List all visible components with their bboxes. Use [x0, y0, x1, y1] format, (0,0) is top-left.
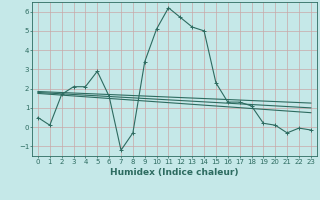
- X-axis label: Humidex (Indice chaleur): Humidex (Indice chaleur): [110, 168, 239, 177]
